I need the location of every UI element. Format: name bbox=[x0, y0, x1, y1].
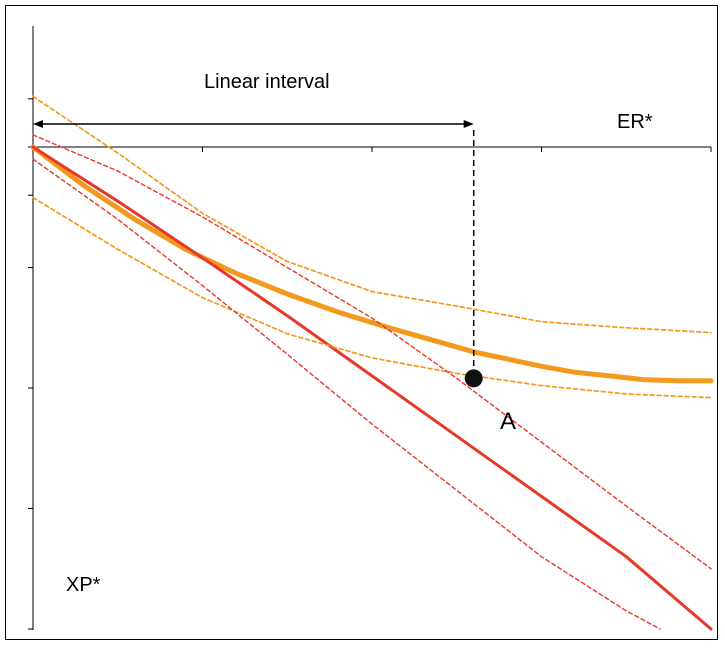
chart-svg: ER* XP* Linear interval A bbox=[28, 26, 714, 631]
series-line-red-dotted bbox=[32, 158, 661, 630]
series-line-orange-solid bbox=[30, 144, 714, 384]
x-axis-label: ER* bbox=[617, 111, 653, 133]
point-a-marker bbox=[464, 369, 483, 388]
series-line-orange-dotted bbox=[32, 196, 712, 399]
series-layer bbox=[30, 95, 714, 631]
series-line-red-solid bbox=[31, 145, 713, 631]
series-line-orange-dotted bbox=[32, 95, 712, 334]
series-line-red-dotted bbox=[32, 134, 712, 570]
y-axis-label: XP* bbox=[66, 574, 101, 596]
annotation-layer bbox=[33, 120, 483, 388]
point-a-label: A bbox=[500, 408, 516, 435]
interval-arrow-left-head bbox=[33, 120, 43, 128]
interval-label: Linear interval bbox=[204, 71, 330, 93]
chart-frame: ER* XP* Linear interval A bbox=[5, 5, 718, 640]
interval-arrow-right-head bbox=[463, 120, 474, 128]
axes bbox=[28, 26, 712, 630]
